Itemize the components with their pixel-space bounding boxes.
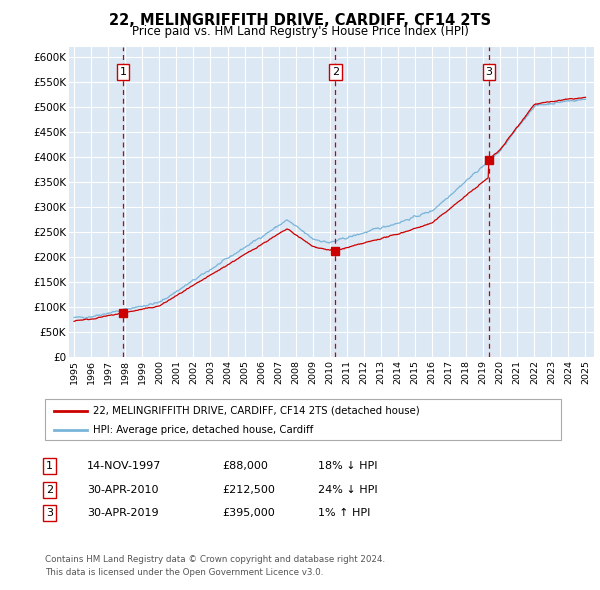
Text: 18% ↓ HPI: 18% ↓ HPI — [318, 461, 377, 471]
Text: £212,500: £212,500 — [222, 485, 275, 494]
Text: 14-NOV-1997: 14-NOV-1997 — [87, 461, 161, 471]
Text: Contains HM Land Registry data © Crown copyright and database right 2024.: Contains HM Land Registry data © Crown c… — [45, 555, 385, 564]
Text: 22, MELINGRIFFITH DRIVE, CARDIFF, CF14 2TS (detached house): 22, MELINGRIFFITH DRIVE, CARDIFF, CF14 2… — [93, 406, 420, 416]
Text: 3: 3 — [485, 67, 493, 77]
Text: 1% ↑ HPI: 1% ↑ HPI — [318, 509, 370, 518]
Text: 3: 3 — [46, 509, 53, 518]
Text: 2: 2 — [46, 485, 53, 494]
Text: £395,000: £395,000 — [222, 509, 275, 518]
Text: Price paid vs. HM Land Registry's House Price Index (HPI): Price paid vs. HM Land Registry's House … — [131, 25, 469, 38]
Text: 1: 1 — [119, 67, 127, 77]
Text: HPI: Average price, detached house, Cardiff: HPI: Average price, detached house, Card… — [93, 425, 313, 434]
Text: 24% ↓ HPI: 24% ↓ HPI — [318, 485, 377, 494]
Text: This data is licensed under the Open Government Licence v3.0.: This data is licensed under the Open Gov… — [45, 568, 323, 577]
Text: 2: 2 — [332, 67, 339, 77]
Text: £88,000: £88,000 — [222, 461, 268, 471]
Text: 22, MELINGRIFFITH DRIVE, CARDIFF, CF14 2TS: 22, MELINGRIFFITH DRIVE, CARDIFF, CF14 2… — [109, 13, 491, 28]
Text: 1: 1 — [46, 461, 53, 471]
Text: 30-APR-2019: 30-APR-2019 — [87, 509, 158, 518]
Text: 30-APR-2010: 30-APR-2010 — [87, 485, 158, 494]
